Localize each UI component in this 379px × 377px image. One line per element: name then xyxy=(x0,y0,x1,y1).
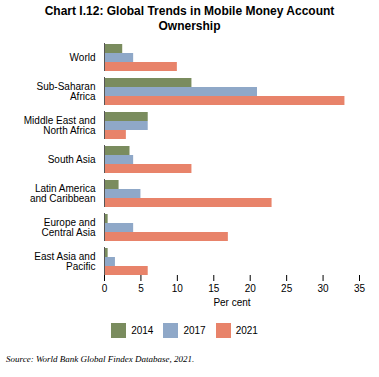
svg-text:Europe andCentral Asia: Europe andCentral Asia xyxy=(42,217,96,238)
svg-text:East Asia andPacific: East Asia andPacific xyxy=(34,251,95,272)
html-text:2021: 2021 xyxy=(235,325,258,336)
svg-text:15: 15 xyxy=(208,283,220,294)
svg-text:5: 5 xyxy=(138,283,144,294)
svg-text:South Asia: South Asia xyxy=(48,154,96,165)
svg-text:Middle East andNorth Africa: Middle East andNorth Africa xyxy=(24,115,96,136)
svg-text:World: World xyxy=(70,52,96,63)
html-text:2017: 2017 xyxy=(183,325,206,336)
html-text:Source: World Bank Global Find: Source: World Bank Global Findex Databas… xyxy=(6,354,195,364)
svg-text:Per cent: Per cent xyxy=(213,297,250,308)
svg-text:Latin Americaand Caribbean: Latin Americaand Caribbean xyxy=(30,183,96,204)
html-text:Chart I.12: Global Trends in M: Chart I.12: Global Trends in Mobile Mone… xyxy=(44,4,335,33)
html-text:2014: 2014 xyxy=(131,325,154,336)
svg-text:10: 10 xyxy=(172,283,184,294)
svg-text:25: 25 xyxy=(281,283,293,294)
svg-text:35: 35 xyxy=(354,283,366,294)
svg-text:Sub-SaharanAfrica: Sub-SaharanAfrica xyxy=(37,81,96,102)
svg-text:20: 20 xyxy=(245,283,257,294)
svg-text:0: 0 xyxy=(102,283,108,294)
svg-text:30: 30 xyxy=(318,283,330,294)
